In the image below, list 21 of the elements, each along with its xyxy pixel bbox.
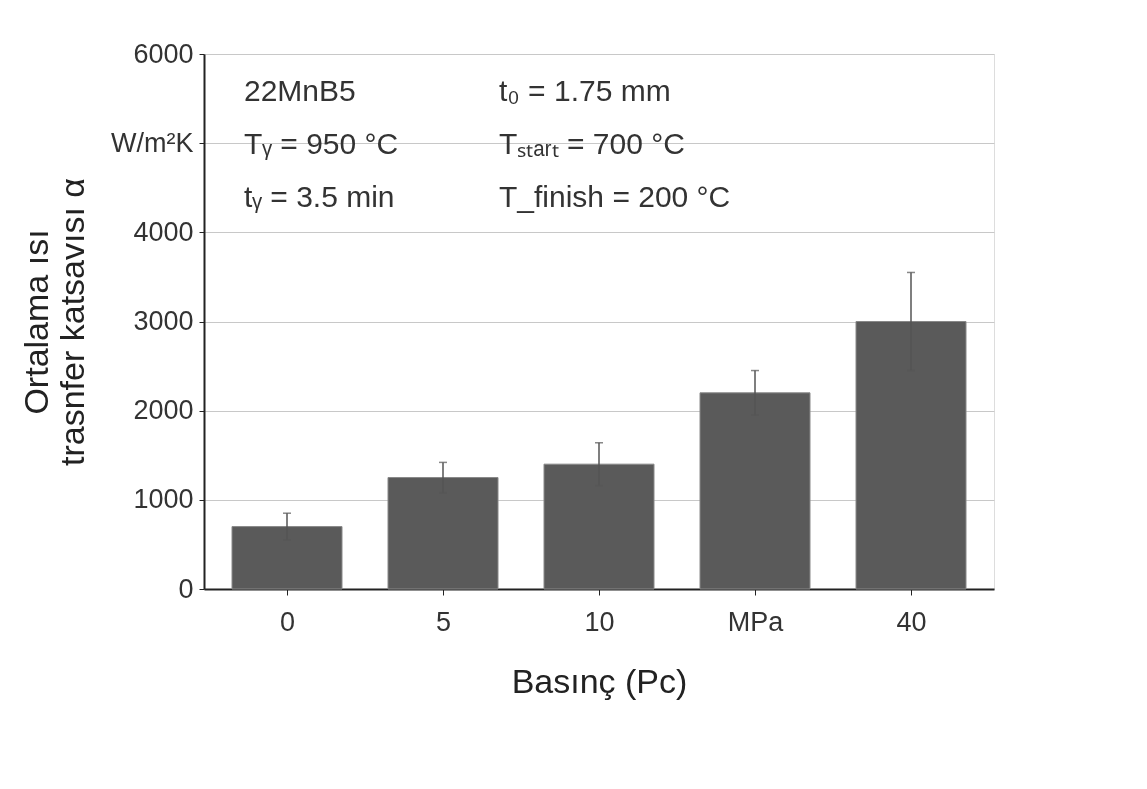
y-tick-label: W/m²K [111,127,194,158]
x-tick-label: 10 [584,606,615,637]
annotation: t₀ = 1.75 mm [499,74,671,107]
annotation: 22MnB5 [244,74,356,107]
x-axis-title: Basınç (Pc) [511,661,688,700]
y-tick-label: 4000 [133,216,194,247]
annotation: T_finish = 200 °C [499,180,731,213]
annotation: Tᵧ = 950 °C [244,127,399,160]
annotation: tᵧ = 3.5 min [244,180,395,213]
y-tick-label: 0 [178,573,194,604]
x-tick-label: 40 [896,606,927,637]
y-tick-label: 2000 [133,395,194,426]
x-tick-label: 5 [435,606,452,637]
y-tick-label: 3000 [133,306,194,336]
x-tick-label: 0 [279,606,296,637]
annotation: Tₛₜₐᵣₜ = 700 °C [499,127,685,160]
text: trasnfer katsavısı α [53,178,92,466]
x-tick-label: MPa [727,606,785,637]
text: Ortalama ısı [17,229,56,415]
y-tick-label: 1000 [133,484,194,515]
y-tick-label: 6000 [133,38,194,69]
